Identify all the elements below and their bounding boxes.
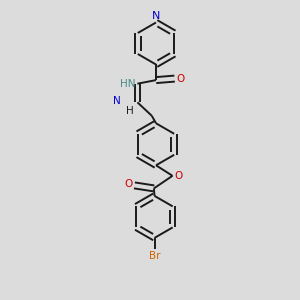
Text: N: N (152, 11, 160, 21)
Text: O: O (124, 179, 133, 189)
Text: O: O (175, 171, 183, 181)
Text: HN: HN (120, 79, 136, 89)
Text: H: H (126, 106, 134, 116)
Text: N: N (113, 95, 121, 106)
Text: O: O (176, 74, 185, 84)
Text: Br: Br (149, 251, 160, 261)
